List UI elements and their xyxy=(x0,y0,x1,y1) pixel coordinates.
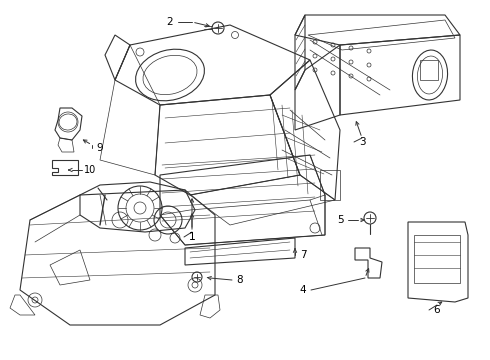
Text: 9: 9 xyxy=(97,143,103,153)
Text: 6: 6 xyxy=(434,305,441,315)
Text: 1: 1 xyxy=(189,232,196,242)
Text: 8: 8 xyxy=(237,275,244,285)
Text: 7: 7 xyxy=(300,250,306,260)
Text: 5: 5 xyxy=(337,215,343,225)
Text: 1: 1 xyxy=(189,232,196,242)
Text: 3: 3 xyxy=(359,137,366,147)
Text: 10: 10 xyxy=(84,165,96,175)
Text: 2: 2 xyxy=(167,17,173,27)
Text: 4: 4 xyxy=(300,285,306,295)
Bar xyxy=(420,60,438,80)
Bar xyxy=(414,235,460,283)
